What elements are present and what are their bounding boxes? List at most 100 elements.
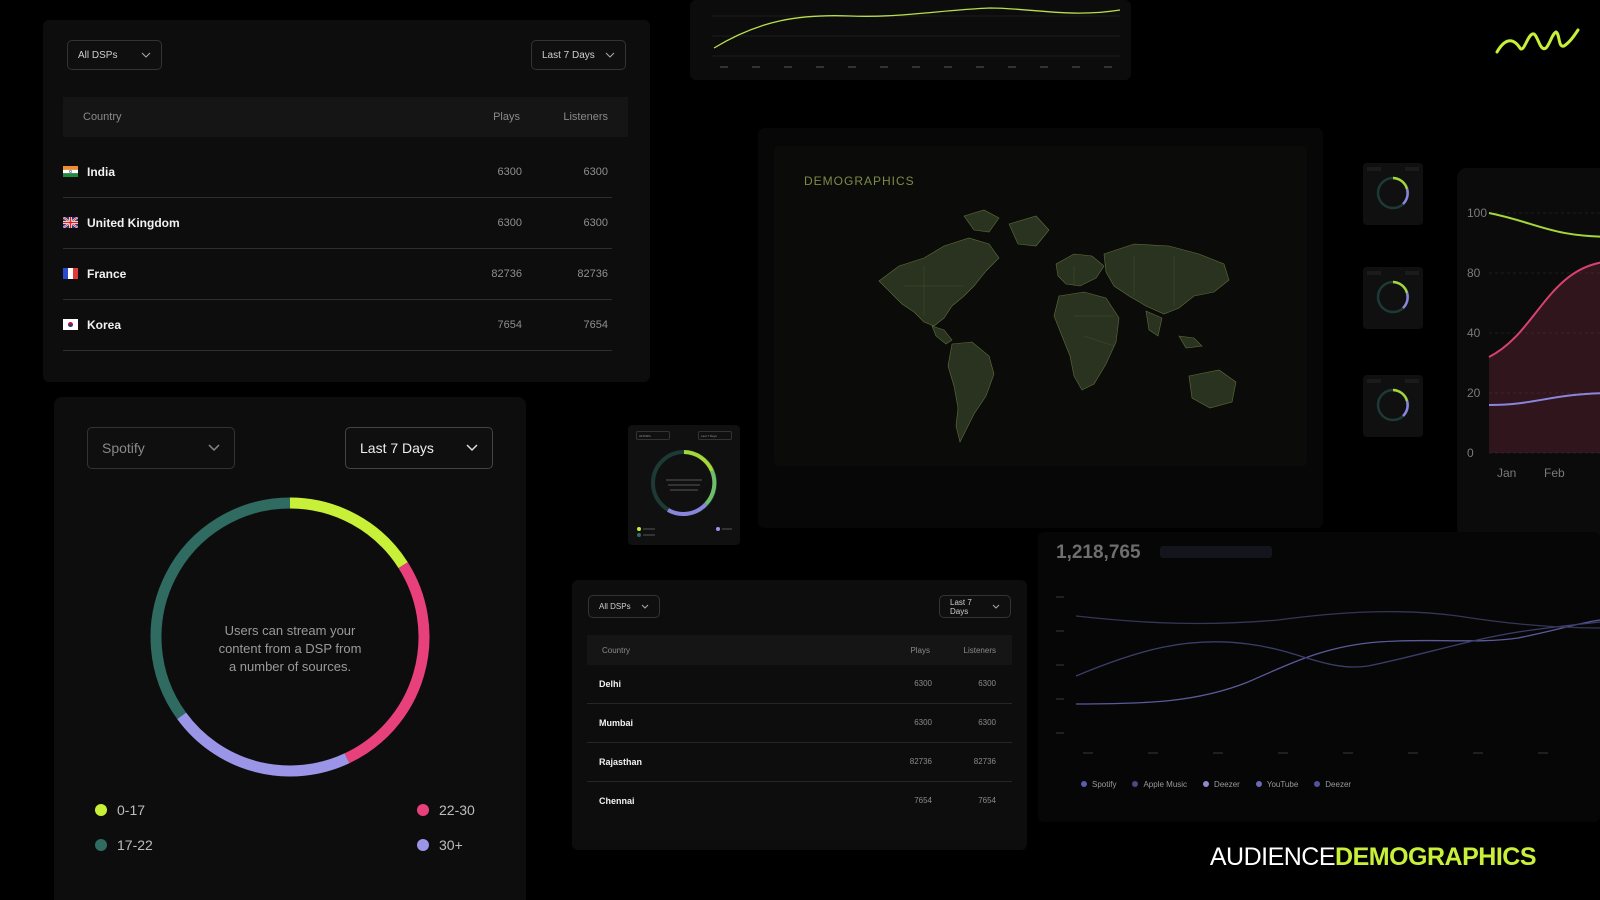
chevron-down-icon	[605, 52, 615, 58]
city-name: Mumbai	[599, 718, 634, 728]
city-name: Chennai	[599, 796, 635, 806]
period-filter-dropdown[interactable]: Last 7 Days	[345, 427, 493, 469]
dsp-filter-label: All DSPs	[599, 602, 631, 611]
area-line-chart: 100 80 40 20 0 Jan Feb	[1467, 206, 1600, 480]
y-tick-label: 20	[1467, 386, 1481, 400]
legend-dot	[417, 804, 429, 816]
legend-item-deezer: Deezer	[1203, 780, 1240, 789]
chevron-down-icon	[466, 444, 478, 452]
city-name: Rajasthan	[599, 757, 643, 767]
dsp-filter-dropdown[interactable]: All DSPs	[67, 40, 162, 70]
legend-label: 22-30	[439, 802, 475, 818]
legend-item-spotify: Spotify	[1081, 780, 1116, 789]
streams-change-badge	[1160, 546, 1272, 558]
table-row[interactable]: United Kingdom 6300 6300	[63, 198, 612, 249]
series-line	[1488, 261, 1600, 358]
table-row[interactable]: Delhi 6300 6300	[587, 666, 1012, 704]
donut-segment-30+	[177, 712, 350, 777]
legend-label: 17-22	[117, 837, 153, 853]
col-plays: Plays	[910, 646, 930, 655]
legend-label: YouTube	[1266, 780, 1299, 789]
streams-chart-card: 1,218,765 Spotify Apple Music Deezer You…	[1038, 532, 1600, 822]
city-table-card: All DSPs Last 7 Days Country Plays Liste…	[572, 580, 1027, 850]
thumbnail-donut-chart	[1367, 271, 1419, 314]
period-filter-label: Last 7 Days	[542, 49, 595, 61]
listeners-value: 6300	[978, 718, 996, 727]
legend-item-deezer-2: Deezer	[1314, 780, 1351, 789]
donut-segment-17-22	[150, 497, 291, 719]
legend-label: 0-17	[117, 802, 146, 818]
country-name: United Kingdom	[87, 216, 180, 230]
x-tick-label: Feb	[1544, 466, 1565, 480]
center-line-3: a number of sources.	[228, 659, 352, 674]
page-title: AUDIENCEDEMOGRAPHICS	[1210, 843, 1537, 872]
table-row[interactable]: France 82736 82736	[63, 249, 612, 300]
top-line-chart-card	[690, 0, 1131, 80]
country-table-card: All DSPs Last 7 Days Country Plays Liste…	[43, 20, 650, 382]
brand-logo-icon	[1494, 22, 1580, 58]
listeners-value: 6300	[583, 166, 608, 178]
table-header: Country Plays Listeners	[63, 97, 628, 137]
donut-segment-22-30	[344, 562, 430, 764]
city-name: Delhi	[599, 679, 622, 689]
y-tick-label: 0	[1467, 446, 1474, 460]
thumbnail-donut-2[interactable]	[1363, 267, 1423, 329]
map-inner-panel: DEMOGRAPHICS	[774, 146, 1307, 466]
mini-donut-chart	[637, 450, 732, 537]
table-row[interactable]: Chennai 7654 7654	[587, 783, 1012, 821]
mini-dsp-dropdown[interactable]: All DSPs	[636, 431, 670, 440]
y-tick-label: 100	[1467, 206, 1487, 220]
world-map	[878, 209, 1237, 443]
title-word-demographics: DEMOGRAPHICS	[1335, 843, 1536, 871]
mini-dsp-label: All DSPs	[639, 434, 651, 438]
listeners-value: 6300	[583, 217, 608, 229]
chevron-down-icon	[208, 444, 220, 452]
period-filter-label: Last 7 Days	[360, 440, 434, 456]
area-chart-card: 100 80 40 20 0 Jan Feb	[1457, 168, 1600, 538]
chevron-down-icon	[992, 604, 1000, 609]
country-name: Korea	[87, 318, 122, 332]
dsp-filter-dropdown[interactable]: All DSPs	[588, 595, 660, 618]
thumbnail-donut-3[interactable]	[1363, 375, 1423, 437]
chevron-down-icon	[641, 604, 649, 609]
thumbnail-donut-chart	[1367, 167, 1419, 210]
period-filter-dropdown[interactable]: Last 7 Days	[939, 595, 1011, 618]
legend-item-30plus: 30+	[417, 837, 463, 853]
plays-value: 82736	[909, 757, 932, 766]
plays-value: 7654	[914, 796, 932, 805]
table-row[interactable]: India 6300 6300	[63, 147, 612, 198]
thumbnail-donut-1[interactable]	[1363, 163, 1423, 225]
legend-label: Deezer	[1214, 780, 1240, 789]
dsp-filter-label: All DSPs	[78, 49, 118, 61]
korea-flag-icon	[63, 319, 78, 330]
table-header: Country Plays Listeners	[587, 635, 1012, 665]
legend-item-youtube: YouTube	[1255, 780, 1299, 789]
plays-value: 6300	[497, 217, 522, 229]
y-tick-label: 80	[1467, 266, 1481, 280]
table-row[interactable]: Korea 7654 7654	[63, 300, 612, 351]
legend-item-apple-music: Apple Music	[1132, 780, 1187, 789]
legend-item-0-17: 0-17	[95, 802, 145, 818]
mini-period-dropdown[interactable]: Last 7 Days	[698, 431, 732, 440]
legend-label: 30+	[439, 837, 463, 853]
age-donut-card: Spotify Last 7 Days Users can stream you…	[54, 397, 526, 900]
table-row[interactable]: Mumbai 6300 6300	[587, 705, 1012, 743]
india-flag-icon	[63, 166, 78, 177]
mini-donut-card: All DSPs Last 7 Days	[628, 425, 740, 545]
mini-period-label: Last 7 Days	[701, 434, 717, 438]
center-line-1: Users can stream your	[224, 623, 356, 638]
plays-value: 82736	[491, 268, 522, 280]
legend-dot	[95, 839, 107, 851]
table-row[interactable]: Rajasthan 82736 82736	[587, 744, 1012, 782]
dsp-filter-dropdown[interactable]: Spotify	[87, 427, 235, 469]
listeners-value: 82736	[577, 268, 608, 280]
period-filter-dropdown[interactable]: Last 7 Days	[531, 40, 626, 70]
listeners-value: 6300	[978, 679, 996, 688]
streams-line-chart	[1056, 596, 1600, 754]
listeners-value: 7654	[583, 319, 608, 331]
legend-label: Apple Music	[1143, 780, 1188, 789]
demographics-map-card: DEMOGRAPHICS	[758, 128, 1323, 528]
period-filter-label: Last 7 Days	[950, 597, 972, 616]
col-listeners: Listeners	[563, 111, 608, 123]
streams-legend: Spotify Apple Music Deezer YouTube Deeze…	[1081, 780, 1351, 789]
